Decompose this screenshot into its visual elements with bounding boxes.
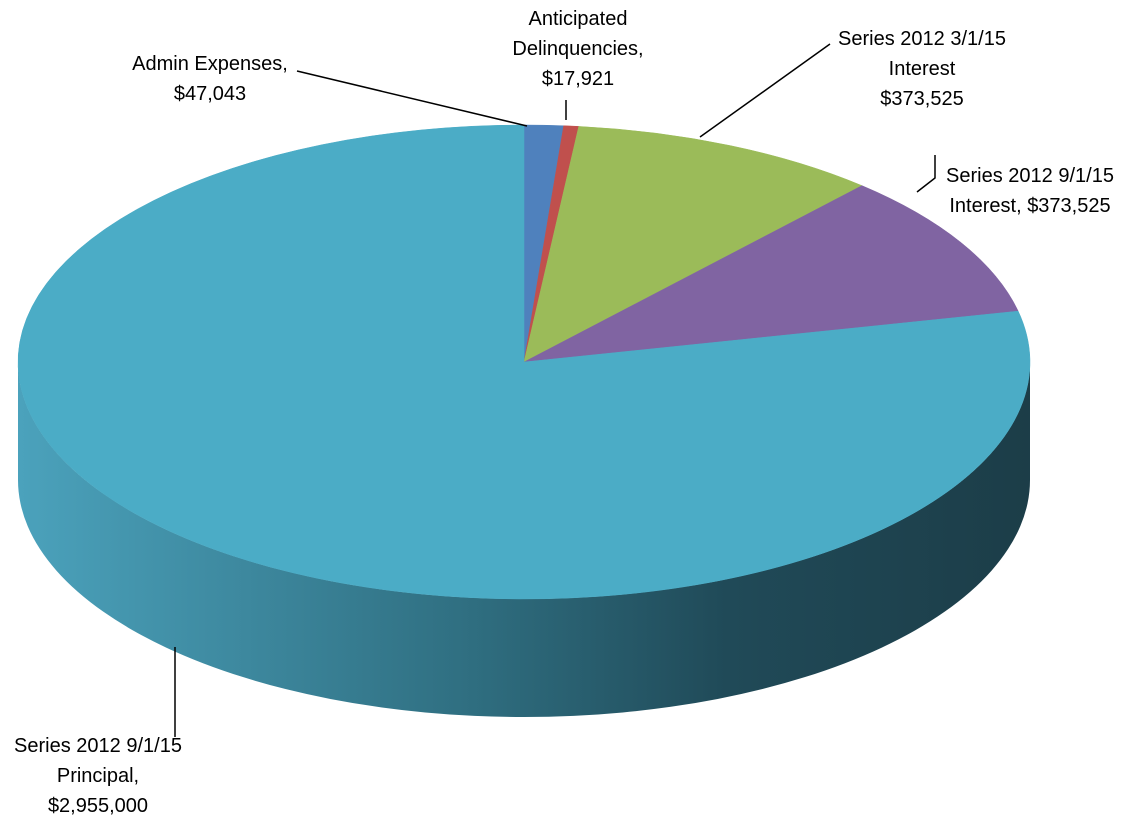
pie-slices (17, 124, 1031, 600)
data-label-admin-expenses: Admin Expenses, (132, 53, 288, 75)
pie-slice-series-2012-3-1-15-interest (523, 126, 863, 363)
data-label-series-2012-9-1-15-interest: Series 2012 9/1/15 (946, 165, 1114, 187)
data-label-series-2012-9-1-15-principal: $2,955,000 (48, 795, 148, 817)
data-label-admin-expenses: $47,043 (174, 83, 246, 105)
pie-slice-series-2012-9-1-15-principal (17, 124, 1031, 600)
data-label-anticipated-delinquencies: Anticipated (529, 8, 628, 30)
leader-line-series-2012-3-1-15-interest (699, 43, 831, 138)
data-label-series-2012-3-1-15-interest: $373,525 (880, 88, 963, 110)
data-label-anticipated-delinquencies: Delinquencies, (512, 38, 643, 60)
data-label-series-2012-9-1-15-principal: Principal, (57, 765, 139, 787)
data-label-series-2012-9-1-15-interest: Interest, $373,525 (949, 195, 1110, 217)
slice-labels: Admin Expenses, $47,043 Anticipated Delinqu… (14, 8, 1114, 817)
pie-side-series-2012-9-1-15-principal (18, 362, 1030, 717)
leader-line-admin-expenses (296, 70, 528, 127)
data-label-anticipated-delinquencies: $17,921 (542, 68, 614, 90)
pie-sides (18, 362, 1030, 717)
data-label-series-2012-9-1-15-principal: Series 2012 9/1/15 (14, 735, 182, 757)
data-label-series-2012-3-1-15-interest: Series 2012 3/1/15 (838, 28, 1006, 50)
data-label-series-2012-3-1-15-interest: Interest (889, 58, 956, 80)
leader-line-series-2012-9-1-15-interest (916, 155, 936, 193)
pie-slice-series-2012-9-1-15-interest (523, 185, 1019, 363)
